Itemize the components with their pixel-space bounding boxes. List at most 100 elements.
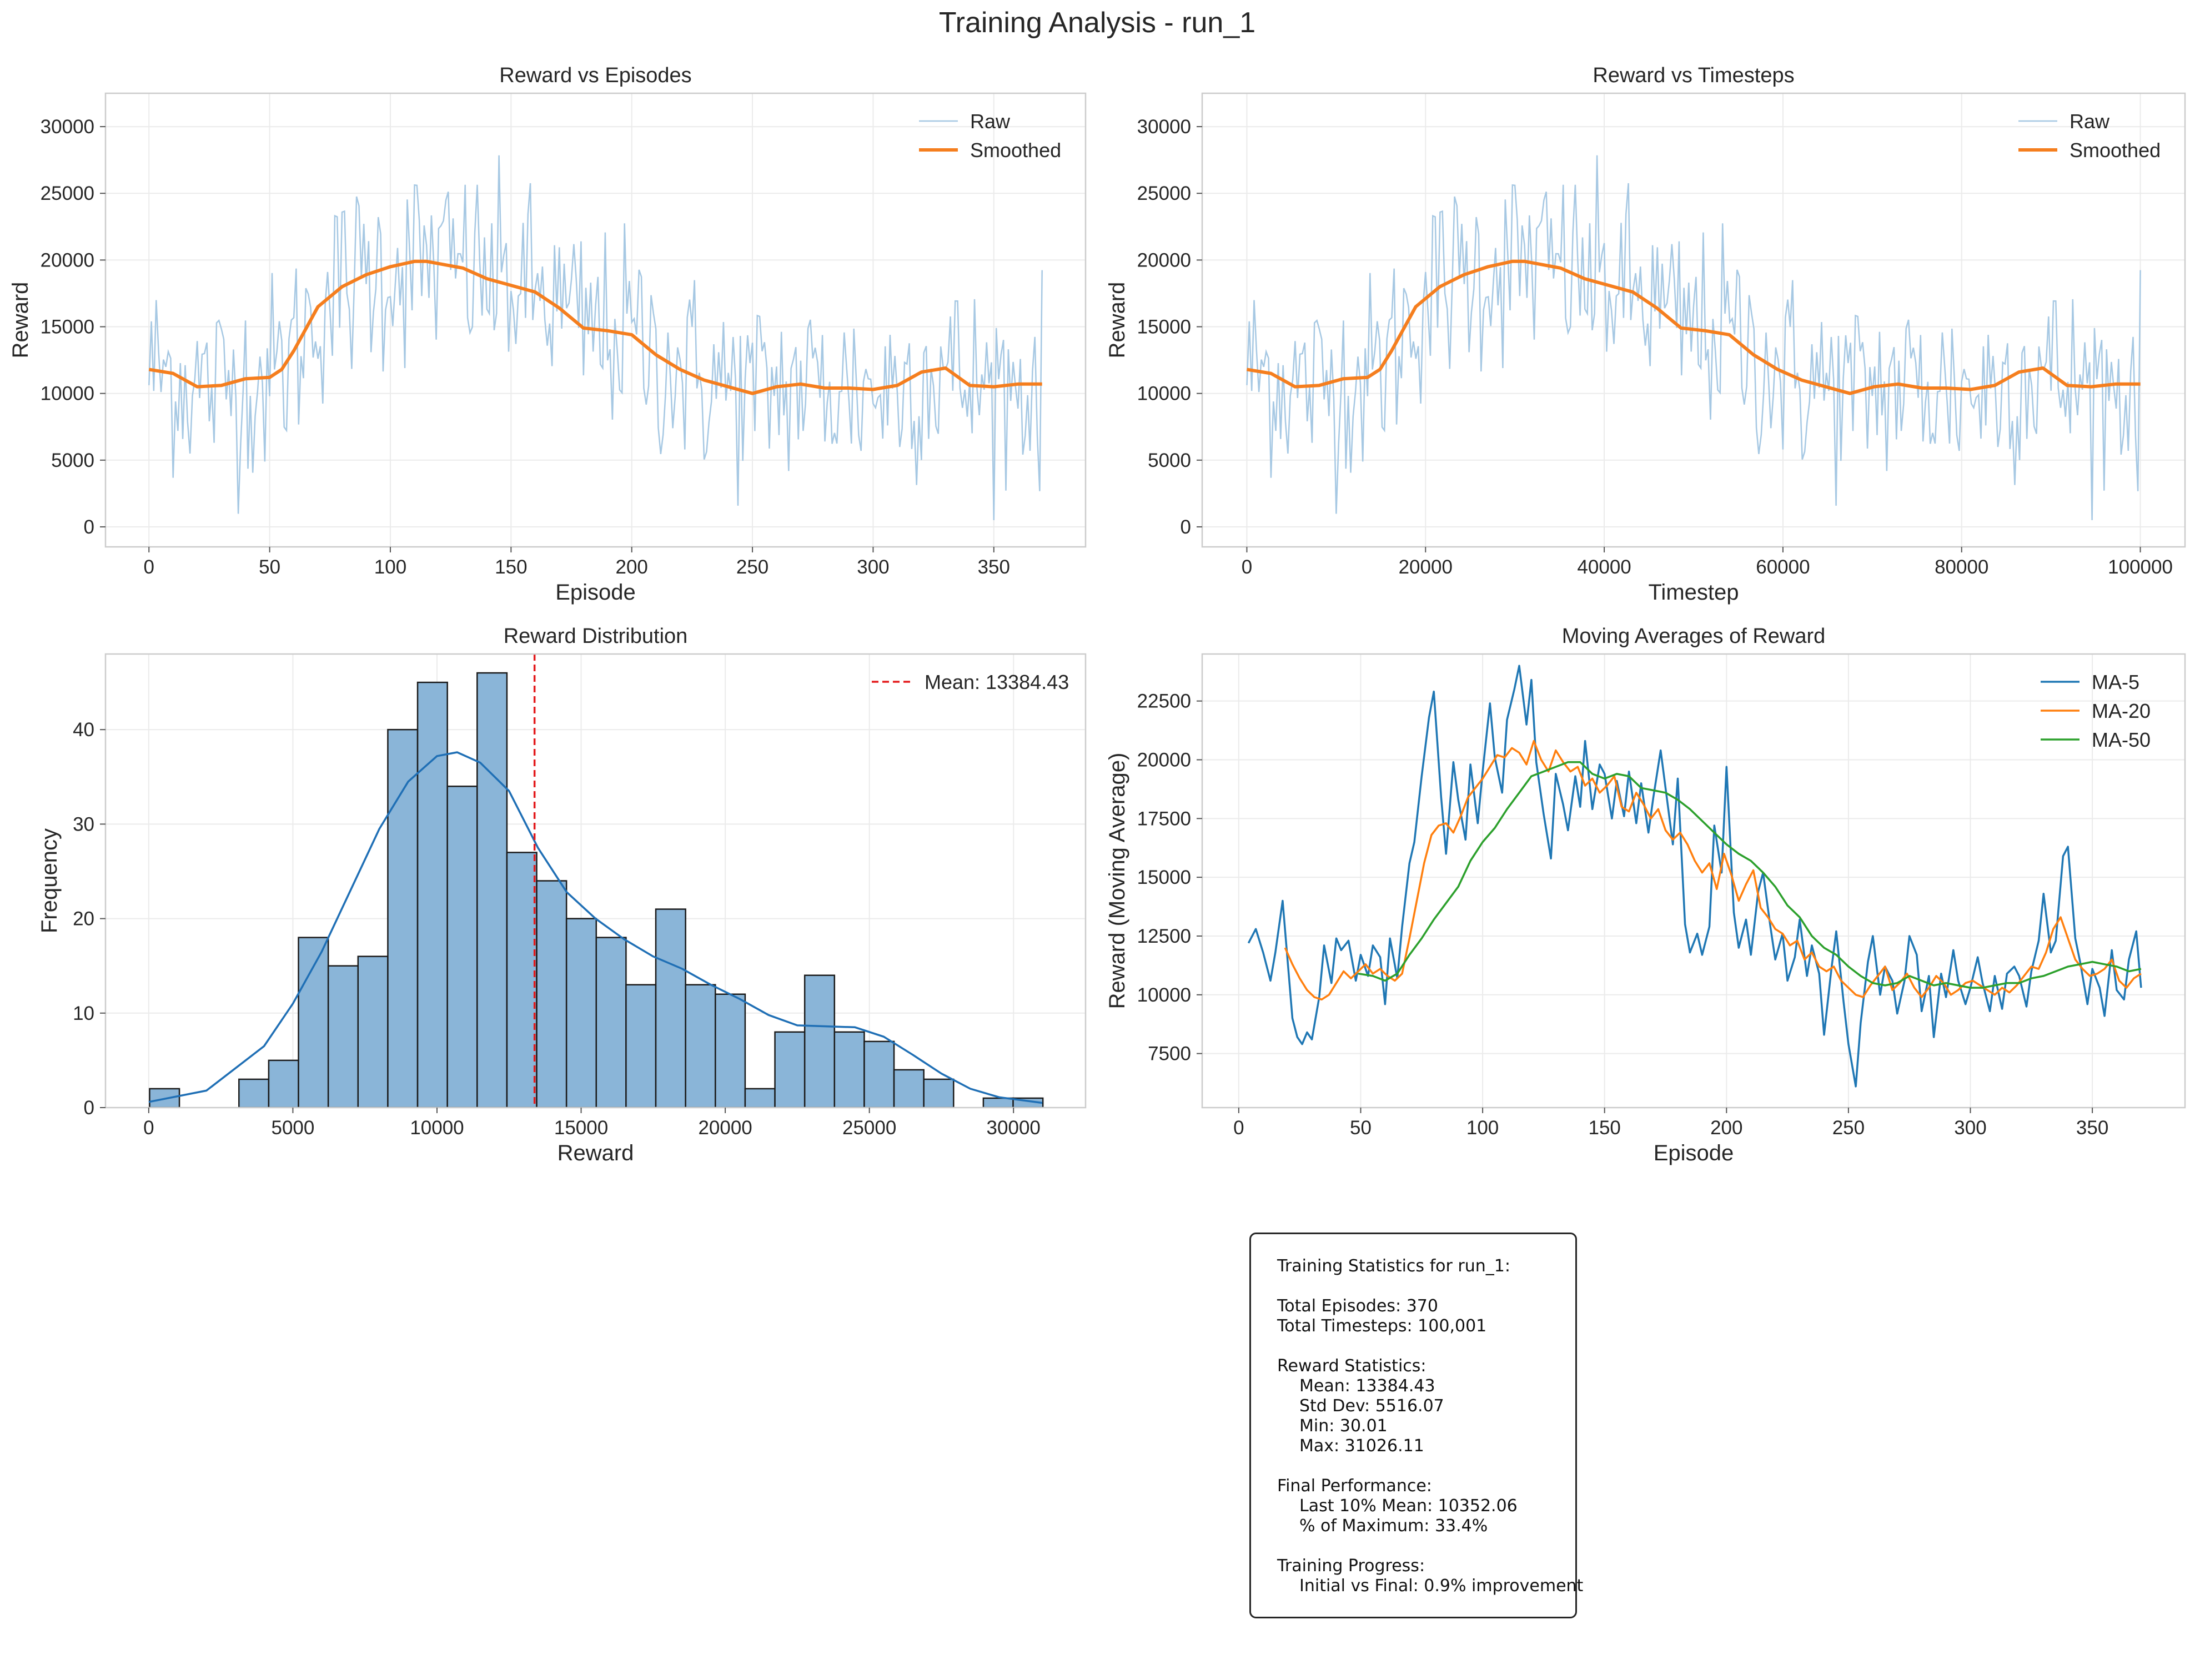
x-tick-label: 20000 xyxy=(1399,556,1453,578)
histogram-bar xyxy=(863,1040,895,1108)
y-tick-label: 10 xyxy=(73,1003,94,1024)
y-axis-label: Reward xyxy=(8,282,33,359)
x-tick-label: 80000 xyxy=(1935,556,1988,578)
legend: Raw Smoothed xyxy=(919,110,1061,162)
series-ma-50-line xyxy=(1358,761,2142,989)
y-tick-label: 10000 xyxy=(1137,984,1191,1006)
histogram-bar xyxy=(446,786,478,1108)
x-tick-label: 200 xyxy=(616,556,648,578)
x-tick-label: 0 xyxy=(1242,556,1252,578)
x-tick-label: 50 xyxy=(259,556,280,578)
x-tick-label: 15000 xyxy=(554,1117,608,1139)
histogram-bar xyxy=(268,1059,299,1108)
histogram-bar xyxy=(923,1078,955,1108)
stats-final-header: Final Performance: xyxy=(1277,1476,1432,1496)
chart-moving-averages: 0 50 100 150 200 250 300 350 7500 10000 12500 15000… xyxy=(1105,625,2186,1165)
y-tick-label: 25000 xyxy=(41,183,94,204)
y-tick-label: 15000 xyxy=(41,316,94,338)
histogram-bar xyxy=(506,852,538,1108)
tick-labels: 0 50 100 150 200 250 300 350 7500 10000 12500 15000… xyxy=(1137,691,2109,1139)
stats-total-episodes: Total Episodes: 370 xyxy=(1277,1296,1438,1316)
x-tick-label: 50 xyxy=(1350,1117,1372,1139)
y-tick-label: 30 xyxy=(73,813,94,835)
y-tick-label: 17500 xyxy=(1137,808,1191,829)
x-axis-label: Episode xyxy=(1654,1141,1734,1165)
y-tick-label: 22500 xyxy=(1137,691,1191,712)
chart-title: Reward vs Timesteps xyxy=(1593,64,1794,87)
x-tick-label: 150 xyxy=(495,556,527,578)
y-tick-label: 20000 xyxy=(1137,749,1191,771)
histogram-bar xyxy=(238,1078,270,1108)
x-tick-label: 250 xyxy=(1832,1117,1865,1139)
series-smoothed-line xyxy=(1247,259,2141,395)
chart-title: Reward vs Episodes xyxy=(499,64,691,87)
stats-last10-mean: Last 10% Mean: 10352.06 xyxy=(1299,1496,1518,1516)
histogram-bar xyxy=(625,984,657,1108)
x-tick-label: 300 xyxy=(857,556,889,578)
y-tick-label: 0 xyxy=(84,1097,94,1119)
y-tick-label: 5000 xyxy=(1148,450,1191,471)
x-tick-label: 350 xyxy=(2076,1117,2108,1139)
legend-label: MA-5 xyxy=(2092,671,2139,693)
x-axis-label: Reward xyxy=(557,1141,634,1165)
plot-area xyxy=(1246,155,2141,520)
legend-label: MA-50 xyxy=(2092,728,2151,751)
stats-max: Max: 31026.11 xyxy=(1299,1436,1424,1456)
y-axis-label: Reward (Moving Average) xyxy=(1105,753,1129,1009)
chart-title: Reward Distribution xyxy=(504,625,688,648)
series-ma-5-line xyxy=(1247,665,2142,1088)
x-tick-label: 350 xyxy=(978,556,1010,578)
series-smoothed-line xyxy=(148,259,1042,395)
x-tick-label: 20000 xyxy=(698,1117,752,1139)
x-axis-label: Timestep xyxy=(1648,580,1739,605)
y-tick-label: 10000 xyxy=(41,383,94,405)
histogram-bar xyxy=(536,880,567,1108)
legend-label: Raw xyxy=(2070,110,2110,133)
grid-lines xyxy=(1202,654,2185,1108)
legend: MA-5 MA-20 MA-50 xyxy=(2041,671,2151,751)
x-tick-label: 60000 xyxy=(1756,556,1810,578)
histogram-bar xyxy=(893,1069,925,1108)
histogram-bar xyxy=(833,1031,865,1108)
x-tick-label: 250 xyxy=(736,556,768,578)
training-statistics-box: Training Statistics for run_1: Total Epis… xyxy=(1249,1233,1583,1618)
y-tick-label: 0 xyxy=(1181,516,1191,538)
tick-labels: 0 20000 40000 60000 80000 100000 0 5000 10000 150… xyxy=(1137,116,2173,578)
axes-frame xyxy=(104,653,1087,1109)
stats-min: Min: 30.01 xyxy=(1299,1416,1388,1436)
histogram-bar xyxy=(327,965,359,1108)
series-ma-20-line xyxy=(1284,740,2142,1001)
y-tick-label: 30000 xyxy=(41,116,94,138)
y-tick-label: 12500 xyxy=(1137,925,1191,947)
chart-reward-vs-timesteps: 0 20000 40000 60000 80000 100000 0 5000 10000 150… xyxy=(1105,64,2186,605)
histogram-bar xyxy=(982,1097,1014,1108)
y-tick-label: 25000 xyxy=(1137,183,1191,204)
stats-std: Std Dev: 5516.07 xyxy=(1299,1396,1444,1416)
legend-label: Smoothed xyxy=(970,139,1061,162)
stats-pct-max: % of Maximum: 33.4% xyxy=(1299,1516,1488,1536)
kde-curve xyxy=(148,751,1043,1104)
legend-label: Raw xyxy=(970,110,1011,133)
x-tick-label: 100 xyxy=(374,556,406,578)
chart-reward-vs-episodes: 0 50 100 150 200 250 300 350 0 5000 10000 15000 2000… xyxy=(8,64,1087,605)
axes-frame xyxy=(1201,653,2186,1109)
histogram-bar xyxy=(803,974,836,1108)
plot-area xyxy=(148,654,1044,1108)
x-axis-label: Episode xyxy=(555,580,636,605)
chart-reward-distribution: 0 5000 10000 15000 20000 25000 30000 0 10 20 30 40 R… xyxy=(37,625,1087,1165)
histogram-bar xyxy=(655,908,686,1108)
y-tick-label: 10000 xyxy=(1137,383,1191,405)
chart-title: Moving Averages of Reward xyxy=(1562,625,1826,648)
x-tick-label: 5000 xyxy=(271,1117,314,1139)
legend: Raw Smoothed xyxy=(2018,110,2161,162)
histogram-bar xyxy=(298,937,329,1108)
x-tick-label: 200 xyxy=(1710,1117,1742,1139)
histogram-bar xyxy=(774,1031,806,1108)
legend-label: MA-20 xyxy=(2092,700,2151,722)
histogram-bar xyxy=(565,918,597,1108)
stats-total-timesteps: Total Timesteps: 100,001 xyxy=(1277,1316,1487,1336)
legend-label: Mean: 13384.43 xyxy=(925,671,1069,693)
y-axis-label: Frequency xyxy=(37,828,62,933)
x-tick-label: 25000 xyxy=(842,1117,896,1139)
